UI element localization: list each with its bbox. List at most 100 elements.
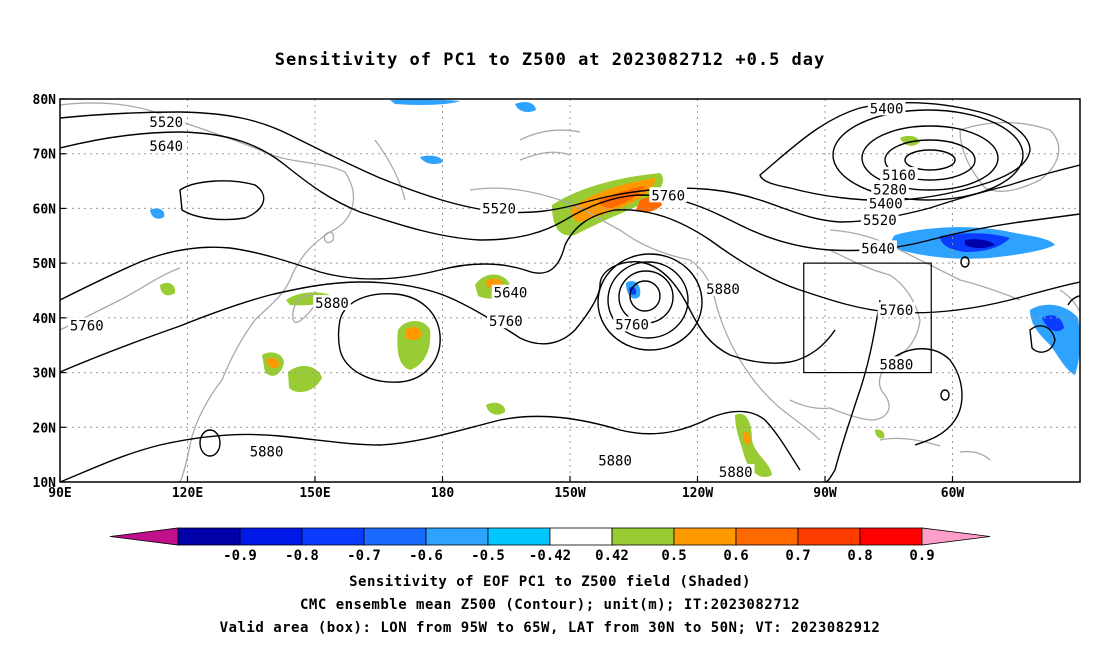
colorbar-segment [177,527,241,546]
colorbar-label: -0.42 [529,548,571,564]
contour-label: 5760 [70,319,104,335]
lon-label: 90W [813,486,837,501]
contour-small-2 [179,180,265,221]
shade-patch [742,431,751,445]
contour-label-bg [649,187,687,203]
shade-patch [150,208,165,219]
contour-label: 5760 [615,317,649,333]
colorbar-label: -0.5 [471,548,505,564]
colorbar-label: 0.9 [909,548,934,564]
colorbar-segment [487,527,551,546]
colorbar-label: 0.42 [595,548,629,564]
contour-label-bg [866,195,905,211]
lat-label: 10N [33,476,57,491]
contour-label-bg [67,317,106,333]
contour-label: 5880 [719,465,753,481]
contour-label: 5880 [250,444,284,460]
contour-5520 [60,111,1080,223]
colorbar-segment [611,527,675,546]
contour-label-bg [716,464,755,480]
contour-5640 [60,131,1080,252]
lat-label: 30N [33,367,57,382]
shade-patch [965,239,995,248]
lon-label: 120E [172,486,203,501]
lat-label: 40N [33,312,57,327]
contour-label-bg [147,138,186,154]
contour-label: 5880 [880,357,914,373]
contour-label-bg [861,211,899,227]
contour-label: 5880 [598,454,632,470]
shade-patch [515,102,536,112]
colorbar-label: 0.6 [723,548,748,564]
colorbar-label: 0.8 [847,548,872,564]
colorbar-label: -0.7 [347,548,381,564]
colorbar-segment [363,527,427,546]
lat-label: 50N [33,257,57,272]
axis-ticks [59,98,954,483]
valid-area-box [803,262,932,374]
contour-high [337,293,441,383]
contour-label: 5760 [651,188,685,204]
contour-labels: 5520 5640 5760 5880 5880 5520 5640 5760 5760 5760… [67,100,918,481]
contour-label-bg [704,280,742,296]
lon-label: 120W [682,486,713,501]
contour-low-8 [832,109,1024,201]
colorbar-segment [549,527,613,546]
contour-low-5 [904,149,956,171]
contour-label: 5640 [149,139,183,155]
shade-patch [405,326,422,341]
contour-label-bg [859,240,897,256]
contour-label-bg [480,200,518,216]
colorbar-high-tip [921,527,991,546]
contour-label: 5400 [869,197,903,213]
caption-line-1: Sensitivity of EOF PC1 to Z500 field (Sh… [349,574,751,590]
shade-patch [160,282,176,296]
contour-label-bg [867,100,906,116]
contour-small-5 [1029,325,1056,353]
contour-label-bg [877,356,916,372]
colorbar-label: -0.9 [223,548,257,564]
lat-label: 20N [33,421,57,436]
contour-small-3 [940,389,950,401]
lat-label: 80N [33,93,57,108]
contour-label-bg [491,284,530,300]
colorbar-segment [859,527,923,546]
contour-label-bg [871,181,909,197]
colorbar: -0.9 -0.8 -0.7 -0.6 -0.5 -0.42 0.42 0.5 0.6 0.7 0.… [109,527,991,564]
contour-5880d [824,299,881,482]
contour-small-4 [960,256,970,268]
contour-small-1 [199,429,221,457]
shade-patch [486,402,506,415]
contour-5880 [60,281,601,373]
contour-label-bg [487,313,525,329]
contour-label: 5280 [873,182,907,198]
contour-low-7 [861,125,999,191]
contour-5880e [889,348,963,446]
shade-patch [875,429,885,439]
contour-label: 5880 [706,282,740,298]
colorbar-segment [239,527,303,546]
shade-patch [266,358,279,369]
contour-low-3 [607,261,689,339]
contour-label: 5640 [861,241,895,257]
lat-label: 70N [33,148,57,163]
lat-label: 60N [33,202,57,217]
shade-patch [1042,315,1064,332]
contour-label-bg [877,302,916,318]
contour-label: 5640 [494,286,528,302]
colorbar-segment [425,527,489,546]
contour-label-bg [613,316,651,332]
colorbar-segment [735,527,799,546]
colorbar-label: 0.5 [661,548,686,564]
shade-patch [735,413,772,478]
contour-label-bg [880,167,918,183]
contour-low-4 [597,253,703,351]
contour-label-bg [247,443,286,459]
contour-label: 5880 [315,296,349,312]
contour-label-bg [596,452,634,468]
colorbar-label: -0.8 [285,548,319,564]
contour-label: 5520 [149,115,183,131]
lon-label: 90E [48,486,71,501]
colorbar-label: 0.7 [785,548,810,564]
